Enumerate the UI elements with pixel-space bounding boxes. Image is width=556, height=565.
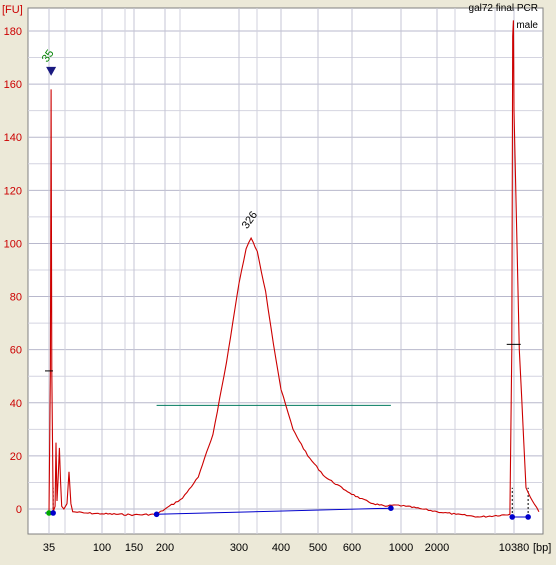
y-tick-label: 0 xyxy=(16,504,22,516)
x-tick-label: 200 xyxy=(156,542,174,554)
chart-subtitle: male xyxy=(516,20,538,31)
x-axis-label: [bp] xyxy=(533,542,551,554)
y-tick-label: 120 xyxy=(4,185,22,197)
y-tick-label: 40 xyxy=(10,398,22,410)
x-tick-label: 10380 xyxy=(499,542,530,554)
baseline-point xyxy=(153,511,160,518)
x-tick-labels: 35 100 150 200 300 400 500 600 1000 2000 10380 xyxy=(43,542,529,554)
x-tick-label: 35 xyxy=(43,542,55,554)
y-tick-label: 160 xyxy=(4,79,22,91)
y-tick-label: 60 xyxy=(10,345,22,357)
region-baseline xyxy=(156,507,391,515)
data-series-trace xyxy=(48,20,540,518)
x-tick-label: 1000 xyxy=(389,542,413,554)
lower-marker-triangle xyxy=(46,66,57,76)
y-tick-label: 100 xyxy=(4,238,22,250)
lower-marker-label: 35 xyxy=(40,48,57,65)
y-axis-label: [FU] xyxy=(2,4,23,16)
baseline-point xyxy=(388,505,394,512)
x-tick-label: 600 xyxy=(343,542,361,554)
baseline-point xyxy=(46,510,52,516)
baseline-point xyxy=(525,514,531,520)
grid xyxy=(28,8,543,534)
x-tick-label: 150 xyxy=(125,542,143,554)
x-tick-label: 2000 xyxy=(425,542,449,554)
plot-area xyxy=(27,7,544,535)
baseline-point xyxy=(50,510,56,516)
x-tick-label: 300 xyxy=(230,542,248,554)
chart-title: gal72 final PCR xyxy=(469,3,538,14)
y-tick-labels: 0 20 40 60 80 100 120 140 160 180 xyxy=(4,26,22,516)
x-tick-label: 500 xyxy=(309,542,327,554)
y-tick-label: 140 xyxy=(4,132,22,144)
x-tick-label: 400 xyxy=(272,542,290,554)
x-tick-label: 100 xyxy=(93,542,111,554)
y-tick-label: 180 xyxy=(4,26,22,38)
y-tick-label: 20 xyxy=(10,451,22,463)
baseline-point xyxy=(509,514,516,520)
y-tick-label: 80 xyxy=(10,292,22,304)
